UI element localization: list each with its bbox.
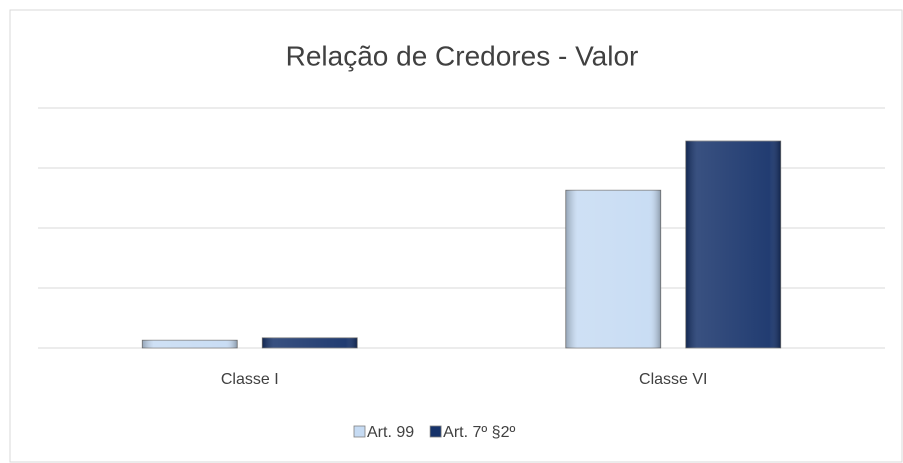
legend-swatch	[429, 425, 442, 438]
x-tick-label: Classe VI	[639, 371, 707, 388]
chart-title: Relação de Credores - Valor	[286, 40, 639, 71]
bar	[685, 140, 782, 349]
bar	[141, 339, 238, 349]
bar	[261, 337, 358, 349]
legend-label: Art. 99	[367, 424, 414, 441]
x-tick-label: Classe I	[221, 371, 279, 388]
legend-label: Art. 7º §2º	[443, 424, 515, 441]
legend-swatch	[353, 425, 366, 438]
bar	[565, 189, 662, 349]
